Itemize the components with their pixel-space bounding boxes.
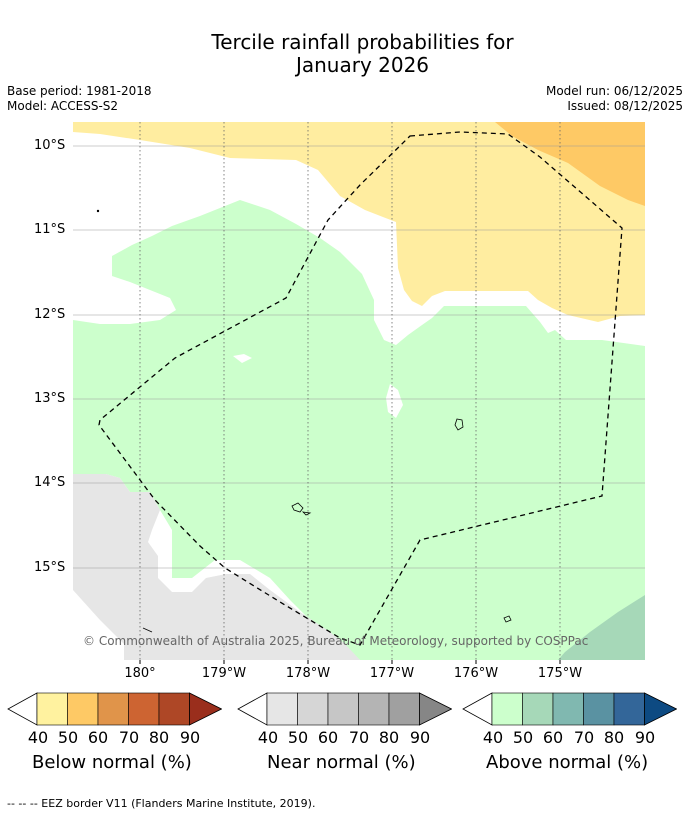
- legend-1-under-arrow: [237, 692, 268, 726]
- issued-date: Issued: 08/12/2025: [567, 99, 683, 113]
- legend-1-swatch-2: [327, 692, 359, 726]
- legend-1-swatch-1: [297, 692, 329, 726]
- legend-below-tick-90: 90: [179, 728, 201, 747]
- map-credit: © Commonwealth of Australia 2025, Bureau…: [83, 634, 589, 648]
- lat-label-15s: 15°S: [34, 560, 66, 575]
- legend-2-under-arrow: [462, 692, 493, 726]
- title-line-2: January 2026: [295, 53, 430, 77]
- meta-left: Base period: 1981-2018 Model: ACCESS-S2: [7, 84, 152, 114]
- legend-1-swatch-4: [388, 692, 420, 726]
- region-below-50: [495, 122, 645, 206]
- legend-near-tick-60: 60: [317, 728, 339, 747]
- island-south: [503, 615, 512, 623]
- legend-above-colorbar: [462, 692, 678, 726]
- region-above-50: [558, 595, 645, 660]
- legend-below-tick-80: 80: [148, 728, 170, 747]
- legend-below-tick-50: 50: [57, 728, 79, 747]
- legend-above-normal: 40 50 60 70 80 90 Above normal (%): [462, 690, 678, 773]
- legend-below-caption: Below normal (%): [32, 752, 192, 773]
- model-run: Model run: 06/12/2025: [545, 84, 683, 98]
- legend-near-tick-40: 40: [257, 728, 279, 747]
- legend-2-swatch-1: [522, 692, 554, 726]
- lon-label-176w: 176°W: [453, 666, 499, 681]
- legend-2-over-arrow: [644, 692, 678, 726]
- lon-label-179w: 179°W: [201, 666, 247, 681]
- latitude-gridlines: [73, 145, 645, 569]
- base-period: Base period: 1981-2018: [7, 84, 152, 98]
- legend-0-swatch-1: [67, 692, 99, 726]
- legend-below-tick-70: 70: [118, 728, 140, 747]
- island-outlines: [96, 209, 512, 633]
- legend-1-swatch-3: [358, 692, 390, 726]
- legend-near-tick-90: 90: [409, 728, 431, 747]
- legend-above-tick-80: 80: [603, 728, 625, 747]
- legend-near-tick-80: 80: [378, 728, 400, 747]
- lat-label-13s: 13°S: [34, 391, 66, 406]
- legend-below-tick-60: 60: [87, 728, 109, 747]
- island-far-sw: [142, 627, 153, 633]
- legend-1-over-arrow: [419, 692, 453, 726]
- no-signal-patch: [386, 384, 403, 418]
- legend-0-swatch-3: [128, 692, 160, 726]
- legend-near-colorbar: [237, 692, 453, 726]
- longitude-ticks: [139, 660, 561, 664]
- legend-above-tick-60: 60: [542, 728, 564, 747]
- map-panel: [73, 122, 645, 664]
- lon-label-177w: 177°W: [369, 666, 415, 681]
- legend-near-tick-50: 50: [287, 728, 309, 747]
- legend-0-under-arrow: [7, 692, 38, 726]
- legend-below-tick-40: 40: [27, 728, 49, 747]
- legend-near-caption: Near normal (%): [267, 752, 416, 773]
- region-below-40: [73, 122, 645, 322]
- island-west: [291, 502, 304, 513]
- lon-label-178w: 178°W: [285, 666, 331, 681]
- legend-2-swatch-4: [613, 692, 645, 726]
- lat-label-14s: 14°S: [34, 475, 66, 490]
- longitude-gridlines: [139, 122, 561, 660]
- legend-2-swatch-3: [583, 692, 615, 726]
- legend-0-swatch-4: [158, 692, 190, 726]
- legend-0-swatch-0: [36, 692, 68, 726]
- legend-below-colorbar: [7, 692, 223, 726]
- region-near-40: [73, 474, 360, 660]
- legend-2-swatch-0: [491, 692, 523, 726]
- legend-0-swatch-2: [97, 692, 129, 726]
- legend-below-normal: 40 50 60 70 80 90 Below normal (%): [7, 690, 223, 773]
- legend-above-tick-70: 70: [573, 728, 595, 747]
- legend-0-over-arrow: [189, 692, 223, 726]
- legend-near-normal: 40 50 60 70 80 90 Near normal (%): [237, 690, 453, 773]
- lat-label-11s: 11°S: [34, 222, 66, 237]
- no-signal-strip: [73, 590, 124, 660]
- chart-title: Tercile rainfall probabilities for Janua…: [0, 31, 690, 77]
- lat-label-12s: 12°S: [34, 307, 66, 322]
- eez-border: [98, 131, 623, 646]
- legend-near-tick-70: 70: [348, 728, 370, 747]
- legend-above-tick-90: 90: [634, 728, 656, 747]
- eez-footnote: -- -- -- EEZ border V11 (Flanders Marine…: [7, 797, 316, 810]
- title-line-1: Tercile rainfall probabilities for: [211, 30, 514, 54]
- legend-1-swatch-0: [266, 692, 298, 726]
- lat-label-10s: 10°S: [34, 138, 66, 153]
- island-central: [454, 418, 464, 431]
- no-signal-patch-2: [233, 354, 252, 363]
- model-name: Model: ACCESS-S2: [7, 99, 119, 113]
- lon-label-175w: 175°W: [537, 666, 583, 681]
- lon-label-180: 180°: [124, 666, 156, 681]
- legend-2-swatch-2: [552, 692, 584, 726]
- legend-above-caption: Above normal (%): [486, 752, 649, 773]
- island-nw: [96, 209, 100, 213]
- legend-above-tick-40: 40: [482, 728, 504, 747]
- meta-right: Model run: 06/12/2025 Issued: 08/12/2025: [546, 84, 683, 114]
- island-west-2: [301, 511, 312, 516]
- legend-above-tick-50: 50: [512, 728, 534, 747]
